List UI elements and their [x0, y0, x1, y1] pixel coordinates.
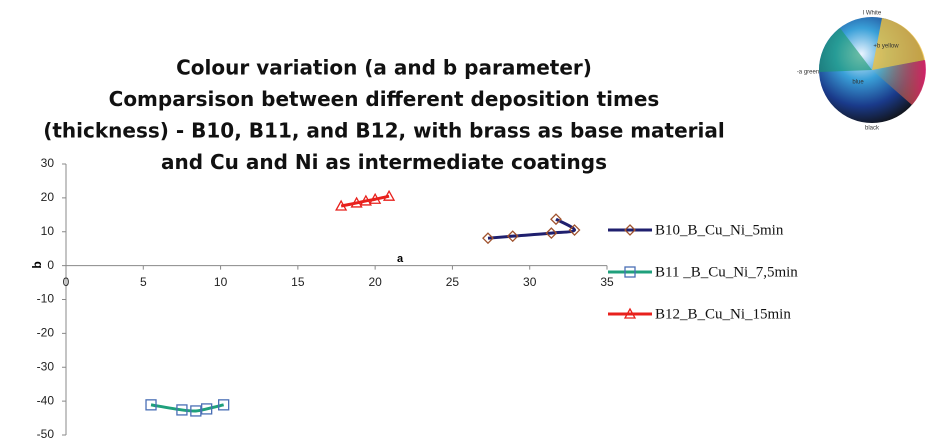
marker — [506, 230, 519, 243]
marker — [218, 399, 230, 411]
x-tick-label: 20 — [368, 275, 382, 289]
color-sphere — [818, 17, 926, 123]
marker — [145, 399, 157, 411]
marker — [382, 189, 396, 201]
sphere-label: +b yellow — [873, 44, 899, 50]
y-tick-label: 20 — [41, 190, 55, 204]
chart-title: and Cu and Ni as intermediate coatings — [161, 150, 607, 174]
legend-label: B11 _B_Cu_Ni_7,5min — [655, 264, 798, 280]
x-axis-label: a — [397, 253, 404, 265]
y-tick-label: -20 — [37, 326, 55, 340]
y-tick-label: -30 — [37, 359, 55, 373]
marker — [624, 224, 636, 236]
series-line — [340, 194, 390, 208]
marker — [623, 307, 637, 319]
marker — [359, 194, 372, 206]
chart-title: Comparsison between different deposition… — [109, 87, 660, 111]
y-tick-label: 10 — [41, 224, 55, 238]
marker — [369, 192, 382, 204]
legend-label: B12_B_Cu_Ni_15min — [655, 306, 791, 322]
marker — [201, 403, 213, 415]
x-tick-label: 0 — [63, 275, 70, 289]
y-tick-label: 30 — [41, 156, 55, 170]
y-tick-label: 0 — [47, 258, 54, 272]
x-tick-label: 15 — [291, 275, 305, 289]
sphere-label: blue — [852, 80, 864, 86]
y-tick-label: -50 — [37, 427, 55, 441]
marker — [624, 266, 636, 278]
y-tick-label: -40 — [37, 393, 55, 407]
legend-label: B10_B_Cu_Ni_5min — [655, 222, 784, 238]
x-tick-label: 10 — [214, 275, 228, 289]
chart-title: (thickness) - B10, B11, and B12, with br… — [43, 119, 725, 143]
y-axis-label: b — [30, 261, 44, 268]
x-tick-label: 35 — [600, 275, 614, 289]
x-tick-label: 25 — [446, 275, 460, 289]
sphere-label: -a green — [797, 70, 819, 76]
marker — [190, 405, 202, 417]
marker — [335, 199, 348, 211]
sphere-label: l White — [863, 11, 882, 17]
marker — [350, 196, 363, 208]
marker — [176, 404, 188, 416]
chart-title: Colour variation (a and b parameter) — [176, 56, 592, 80]
marker — [550, 213, 562, 226]
marker — [545, 227, 558, 240]
series-line — [487, 217, 577, 240]
marker — [482, 232, 494, 245]
x-tick-label: 30 — [523, 275, 537, 289]
y-tick-label: -10 — [37, 292, 55, 306]
marker — [568, 224, 581, 236]
sphere-label: black — [865, 126, 880, 132]
x-tick-label: 5 — [140, 275, 147, 289]
